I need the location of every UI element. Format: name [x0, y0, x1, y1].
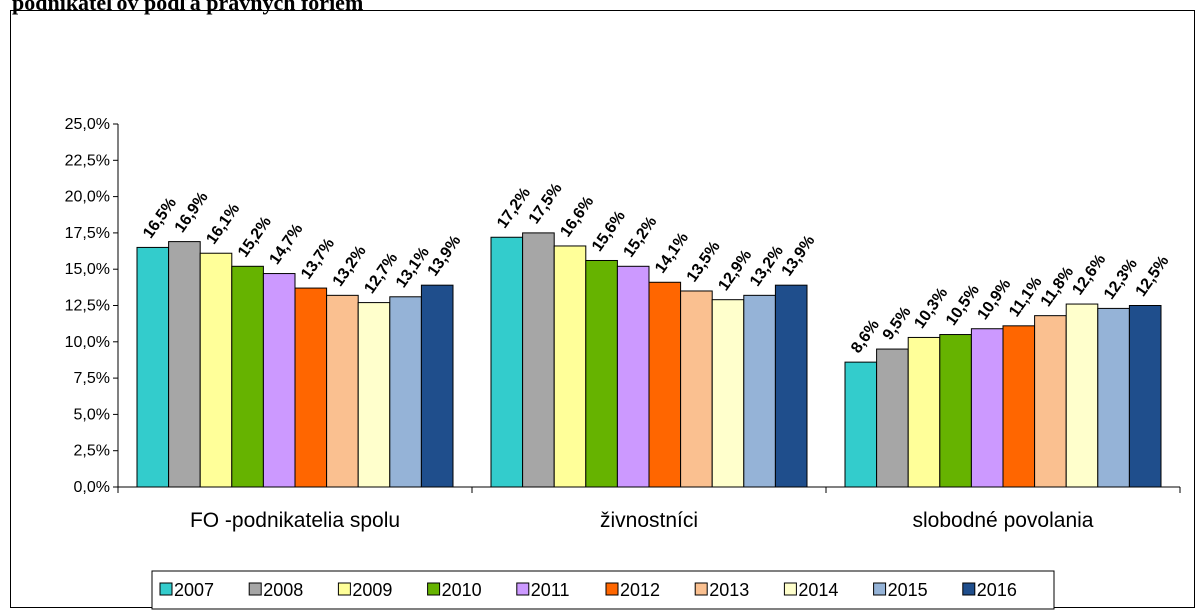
bar-2015-2	[743, 294, 776, 488]
y-tick-label: 17,5%	[65, 225, 110, 242]
legend-label-2012: 2012	[620, 580, 660, 600]
data-label: 13,5%	[684, 238, 724, 285]
y-tick-label: 15,0%	[65, 261, 110, 278]
bar-2009-1	[199, 252, 233, 488]
data-label: 12,5%	[1133, 253, 1173, 300]
category-label: živnostníci	[600, 509, 698, 532]
bar-2010-2	[585, 259, 618, 488]
bar-2009-2	[553, 245, 587, 488]
bar-2012-3	[1002, 325, 1036, 488]
legend-label-2009: 2009	[352, 580, 392, 600]
bar-2014-1	[357, 302, 391, 488]
legend-label-2016: 2016	[977, 580, 1017, 600]
bar-2007-1	[136, 246, 170, 488]
legend-swatch-2007	[159, 582, 173, 596]
bar-2016-3	[1128, 305, 1162, 488]
data-label: 14,7%	[267, 221, 307, 268]
bar-2013-2	[680, 290, 713, 488]
data-label: 16,6%	[557, 193, 597, 240]
legend-swatch-2014	[783, 582, 797, 596]
bar-2016-1	[420, 284, 454, 488]
data-label: 12,9%	[715, 247, 755, 294]
bar-2011-3	[970, 328, 1004, 488]
data-label: 12,7%	[361, 250, 401, 297]
data-label: 16,5%	[140, 195, 180, 242]
bar-2016-2	[774, 284, 808, 488]
bar-2014-3	[1065, 303, 1099, 488]
legend-label-2008: 2008	[263, 580, 303, 600]
bar-2012-1	[294, 287, 328, 488]
bar-2013-3	[1034, 315, 1067, 488]
legend-label-2015: 2015	[888, 580, 928, 600]
data-label: 17,5%	[526, 180, 566, 227]
data-label: 17,2%	[494, 185, 534, 232]
legend-box	[151, 570, 1055, 610]
legend-swatch-2016	[962, 582, 976, 596]
y-tick-label: 10,0%	[65, 334, 110, 351]
legend-label-2011: 2011	[531, 580, 570, 600]
legend-swatch-2012	[605, 582, 619, 596]
y-axis: 0,0% 2,5% 5,0% 7,5% 10,0% 12,5% 15,0% 17,5% 20,0…	[65, 116, 119, 496]
bar-2008-2	[522, 232, 555, 488]
legend-label-2014: 2014	[798, 580, 838, 600]
category-label: FO -podnikatelia spolu	[190, 509, 400, 532]
data-label: 16,9%	[172, 189, 212, 236]
y-tick-label: 0,0%	[74, 479, 110, 496]
data-label: 10,5%	[943, 282, 983, 329]
bar-2012-2	[648, 281, 682, 488]
bar-2011-2	[616, 265, 650, 488]
bar-2014-2	[711, 299, 745, 488]
legend-label-2007: 2007	[174, 580, 214, 600]
data-label: 10,3%	[911, 285, 951, 332]
x-axis: FO -podnikatelia spolu živnostníci slobodn…	[117, 486, 1181, 532]
bar-2010-1	[231, 265, 264, 488]
y-tick-label: 22,5%	[65, 152, 110, 169]
bar-2010-3	[939, 334, 972, 488]
legend-label-2013: 2013	[709, 580, 749, 600]
data-label: 14,1%	[652, 230, 692, 277]
bar-2007-3	[844, 361, 878, 488]
legend-swatch-2010	[427, 582, 441, 596]
bar-2015-3	[1097, 307, 1130, 488]
data-label: 13,9%	[779, 233, 819, 280]
legend-label-2010: 2010	[442, 580, 482, 600]
bar-2009-3	[907, 336, 941, 488]
y-tick-label: 5,0%	[74, 406, 110, 423]
bar-2015-1	[389, 296, 422, 488]
bar-2011-1	[262, 273, 296, 488]
y-tick-label: 2,5%	[74, 443, 110, 460]
bar-2008-3	[876, 348, 909, 488]
y-tick-label: 12,5%	[65, 298, 110, 315]
legend-swatch-2013	[694, 582, 708, 596]
legend-swatch-2011	[516, 582, 530, 596]
data-label: 10,9%	[975, 276, 1015, 323]
legend-swatch-2009	[337, 582, 351, 596]
y-tick-label: 7,5%	[74, 370, 110, 387]
bar-2007-2	[490, 236, 524, 488]
bars	[136, 232, 1162, 488]
legend: 2007 2008 2009 2010 2011 2012 2013 2014 2015 2016	[151, 570, 1055, 610]
data-label: 16,1%	[203, 201, 243, 248]
category-label: slobodné povolania	[913, 509, 1094, 532]
bar-2008-1	[168, 241, 201, 488]
chart-title: podnikateľov podľa právnych foriem	[12, 0, 364, 15]
bar-2013-1	[326, 294, 359, 488]
legend-swatch-2008	[248, 582, 262, 596]
y-tick-label: 25,0%	[65, 116, 110, 133]
legend-swatch-2015	[873, 582, 887, 596]
y-tick-label: 20,0%	[65, 189, 110, 206]
